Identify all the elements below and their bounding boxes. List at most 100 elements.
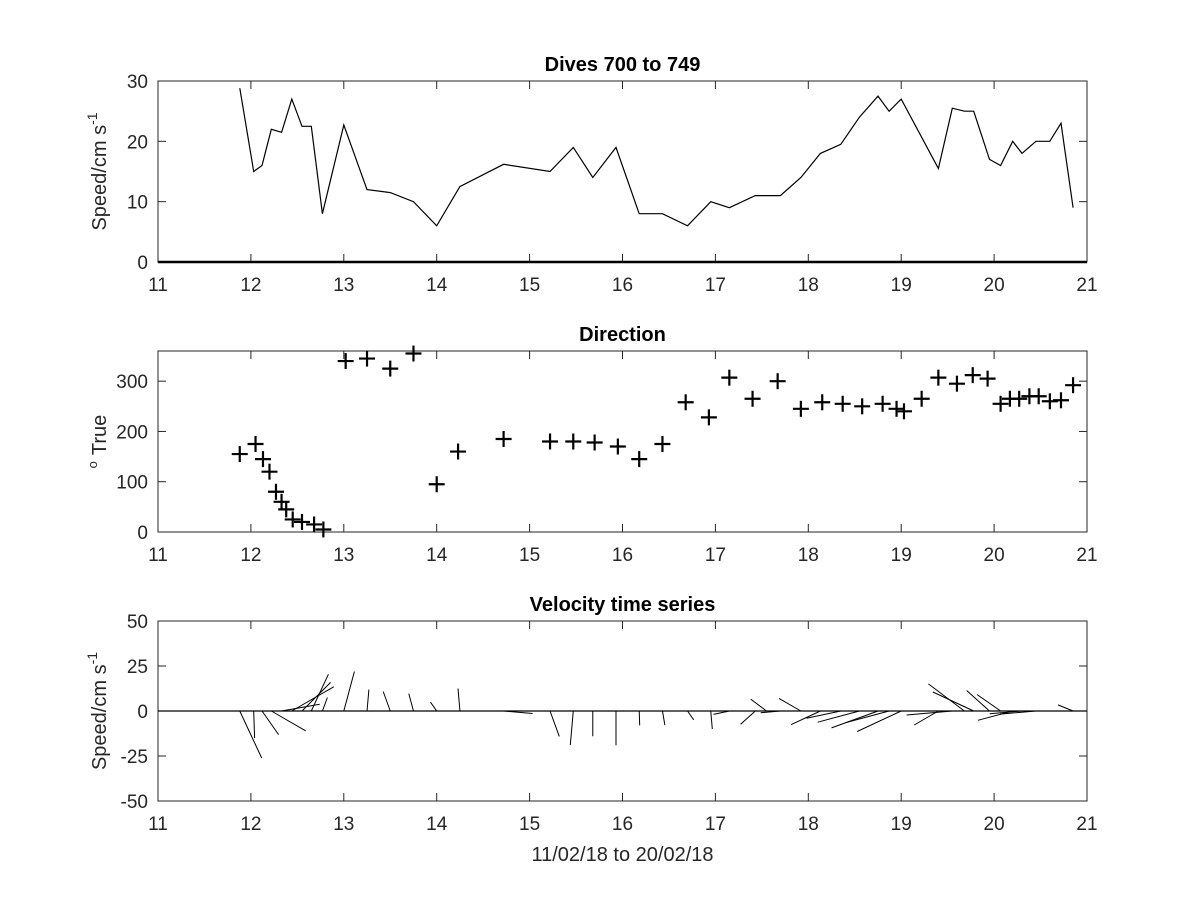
y-tick-label: -25 <box>121 747 148 768</box>
velocity-stick <box>750 698 767 712</box>
velocity-stick <box>343 671 355 712</box>
direction-marker <box>405 345 422 362</box>
direction-marker <box>992 395 1009 412</box>
y-axis-label: Speed/cm s-1 <box>84 652 111 770</box>
x-tick-label: 13 <box>333 275 354 296</box>
x-tick-label: 14 <box>426 275 448 296</box>
y-axis-label-superscript: -1 <box>84 112 100 125</box>
velocity-stick <box>932 691 974 712</box>
direction-marker <box>382 360 399 377</box>
direction-marker <box>744 390 761 407</box>
direction-marker <box>948 375 965 392</box>
y-tick-label: 30 <box>127 72 148 93</box>
velocity-stick <box>760 710 781 714</box>
y-axis-label-superscript: o <box>85 461 100 468</box>
x-tick-label: 17 <box>705 275 726 296</box>
velocity-stick <box>790 710 821 726</box>
velocity-stick <box>271 710 306 732</box>
y-axis-label-text: Speed/cm s <box>89 125 111 231</box>
direction-marker <box>913 390 930 407</box>
velocity-stick <box>999 710 1036 715</box>
direction-marker <box>565 433 582 450</box>
y-tick-label: 200 <box>116 422 148 443</box>
direction-marker <box>306 516 323 533</box>
direction-marker <box>814 394 831 411</box>
direction-marker <box>700 409 717 426</box>
x-tick-label: 19 <box>891 275 912 296</box>
x-tick-label: 19 <box>891 545 912 566</box>
x-tick-label: 20 <box>984 814 1005 835</box>
x-tick-label: 15 <box>519 275 540 296</box>
velocity-stick <box>321 697 328 712</box>
y-axis-label: o True <box>85 415 111 469</box>
velocity-stick <box>457 688 461 712</box>
y-tick-label: 0 <box>137 253 148 274</box>
velocity-stick <box>710 710 713 729</box>
x-tick-label: 21 <box>1076 275 1097 296</box>
direction-marker <box>284 511 301 528</box>
x-tick-label: 13 <box>333 545 354 566</box>
direction-marker <box>278 501 295 518</box>
direction-marker <box>1030 388 1047 405</box>
direction-marker <box>428 476 445 493</box>
y-axis-label-superscript: -1 <box>84 652 100 665</box>
velocity-stick <box>831 710 879 729</box>
velocity-stick <box>1057 704 1074 712</box>
x-tick-label: 18 <box>798 814 819 835</box>
velocity-stick <box>253 710 256 739</box>
x-tick-label: 12 <box>240 814 261 835</box>
velocity-stick <box>845 710 890 724</box>
direction-marker <box>261 463 278 480</box>
chart-title: Velocity time series <box>530 594 716 616</box>
x-tick-label: 18 <box>798 545 819 566</box>
direction-marker <box>359 350 376 367</box>
y-tick-label: 300 <box>116 372 148 393</box>
velocity-stick <box>503 710 533 714</box>
velocity-stick <box>661 710 666 726</box>
x-tick-label: 15 <box>519 814 540 835</box>
x-axis-label: 11/02/18 to 20/02/18 <box>531 844 713 866</box>
y-tick-label: 100 <box>116 473 148 494</box>
y-tick-label: 0 <box>137 523 148 544</box>
x-tick-label: 13 <box>333 814 354 835</box>
x-tick-label: 15 <box>519 545 540 566</box>
direction-marker <box>586 434 603 451</box>
velocity-stick <box>408 693 414 712</box>
x-tick-label: 12 <box>240 275 261 296</box>
x-tick-label: 21 <box>1076 545 1097 566</box>
x-tick-label: 16 <box>612 545 633 566</box>
x-tick-label: 18 <box>798 275 819 296</box>
direction-marker <box>1052 392 1069 409</box>
direction-marker <box>874 395 891 412</box>
speed-chart: 11 12 13 14 15 16 17 18 19 20 21 0 10 20 30 Dives 700 t… <box>84 54 1098 296</box>
velocity-stick <box>261 710 280 735</box>
direction-marker <box>495 430 512 447</box>
velocity-stick <box>687 710 695 721</box>
y-tick-label: 0 <box>137 702 148 723</box>
x-tick-label: 20 <box>984 545 1005 566</box>
speed-series-line <box>239 88 1074 227</box>
velocity-stick <box>806 710 841 719</box>
velocity-stick <box>549 710 560 737</box>
velocity-stick <box>713 710 730 715</box>
y-tick-label: 25 <box>127 657 148 678</box>
velocity-stick <box>976 694 1001 712</box>
y-tick-label: 10 <box>127 193 148 214</box>
direction-marker <box>609 438 626 455</box>
x-tick-label: 11 <box>148 275 168 296</box>
direction-marker <box>231 446 248 463</box>
direction-marker <box>542 433 559 450</box>
x-tick-label: 17 <box>705 545 726 566</box>
x-tick-label: 14 <box>426 814 448 835</box>
plot-area <box>157 350 1088 533</box>
velocity-stick <box>906 710 953 716</box>
direction-marker <box>930 369 947 386</box>
velocity-stick <box>310 674 329 712</box>
velocity-stick <box>966 690 990 712</box>
direction-marker <box>450 443 467 460</box>
x-tick-label: 20 <box>984 275 1005 296</box>
velocity-stick <box>569 710 574 746</box>
direction-marker <box>267 483 284 500</box>
velocity-stick <box>913 710 939 726</box>
